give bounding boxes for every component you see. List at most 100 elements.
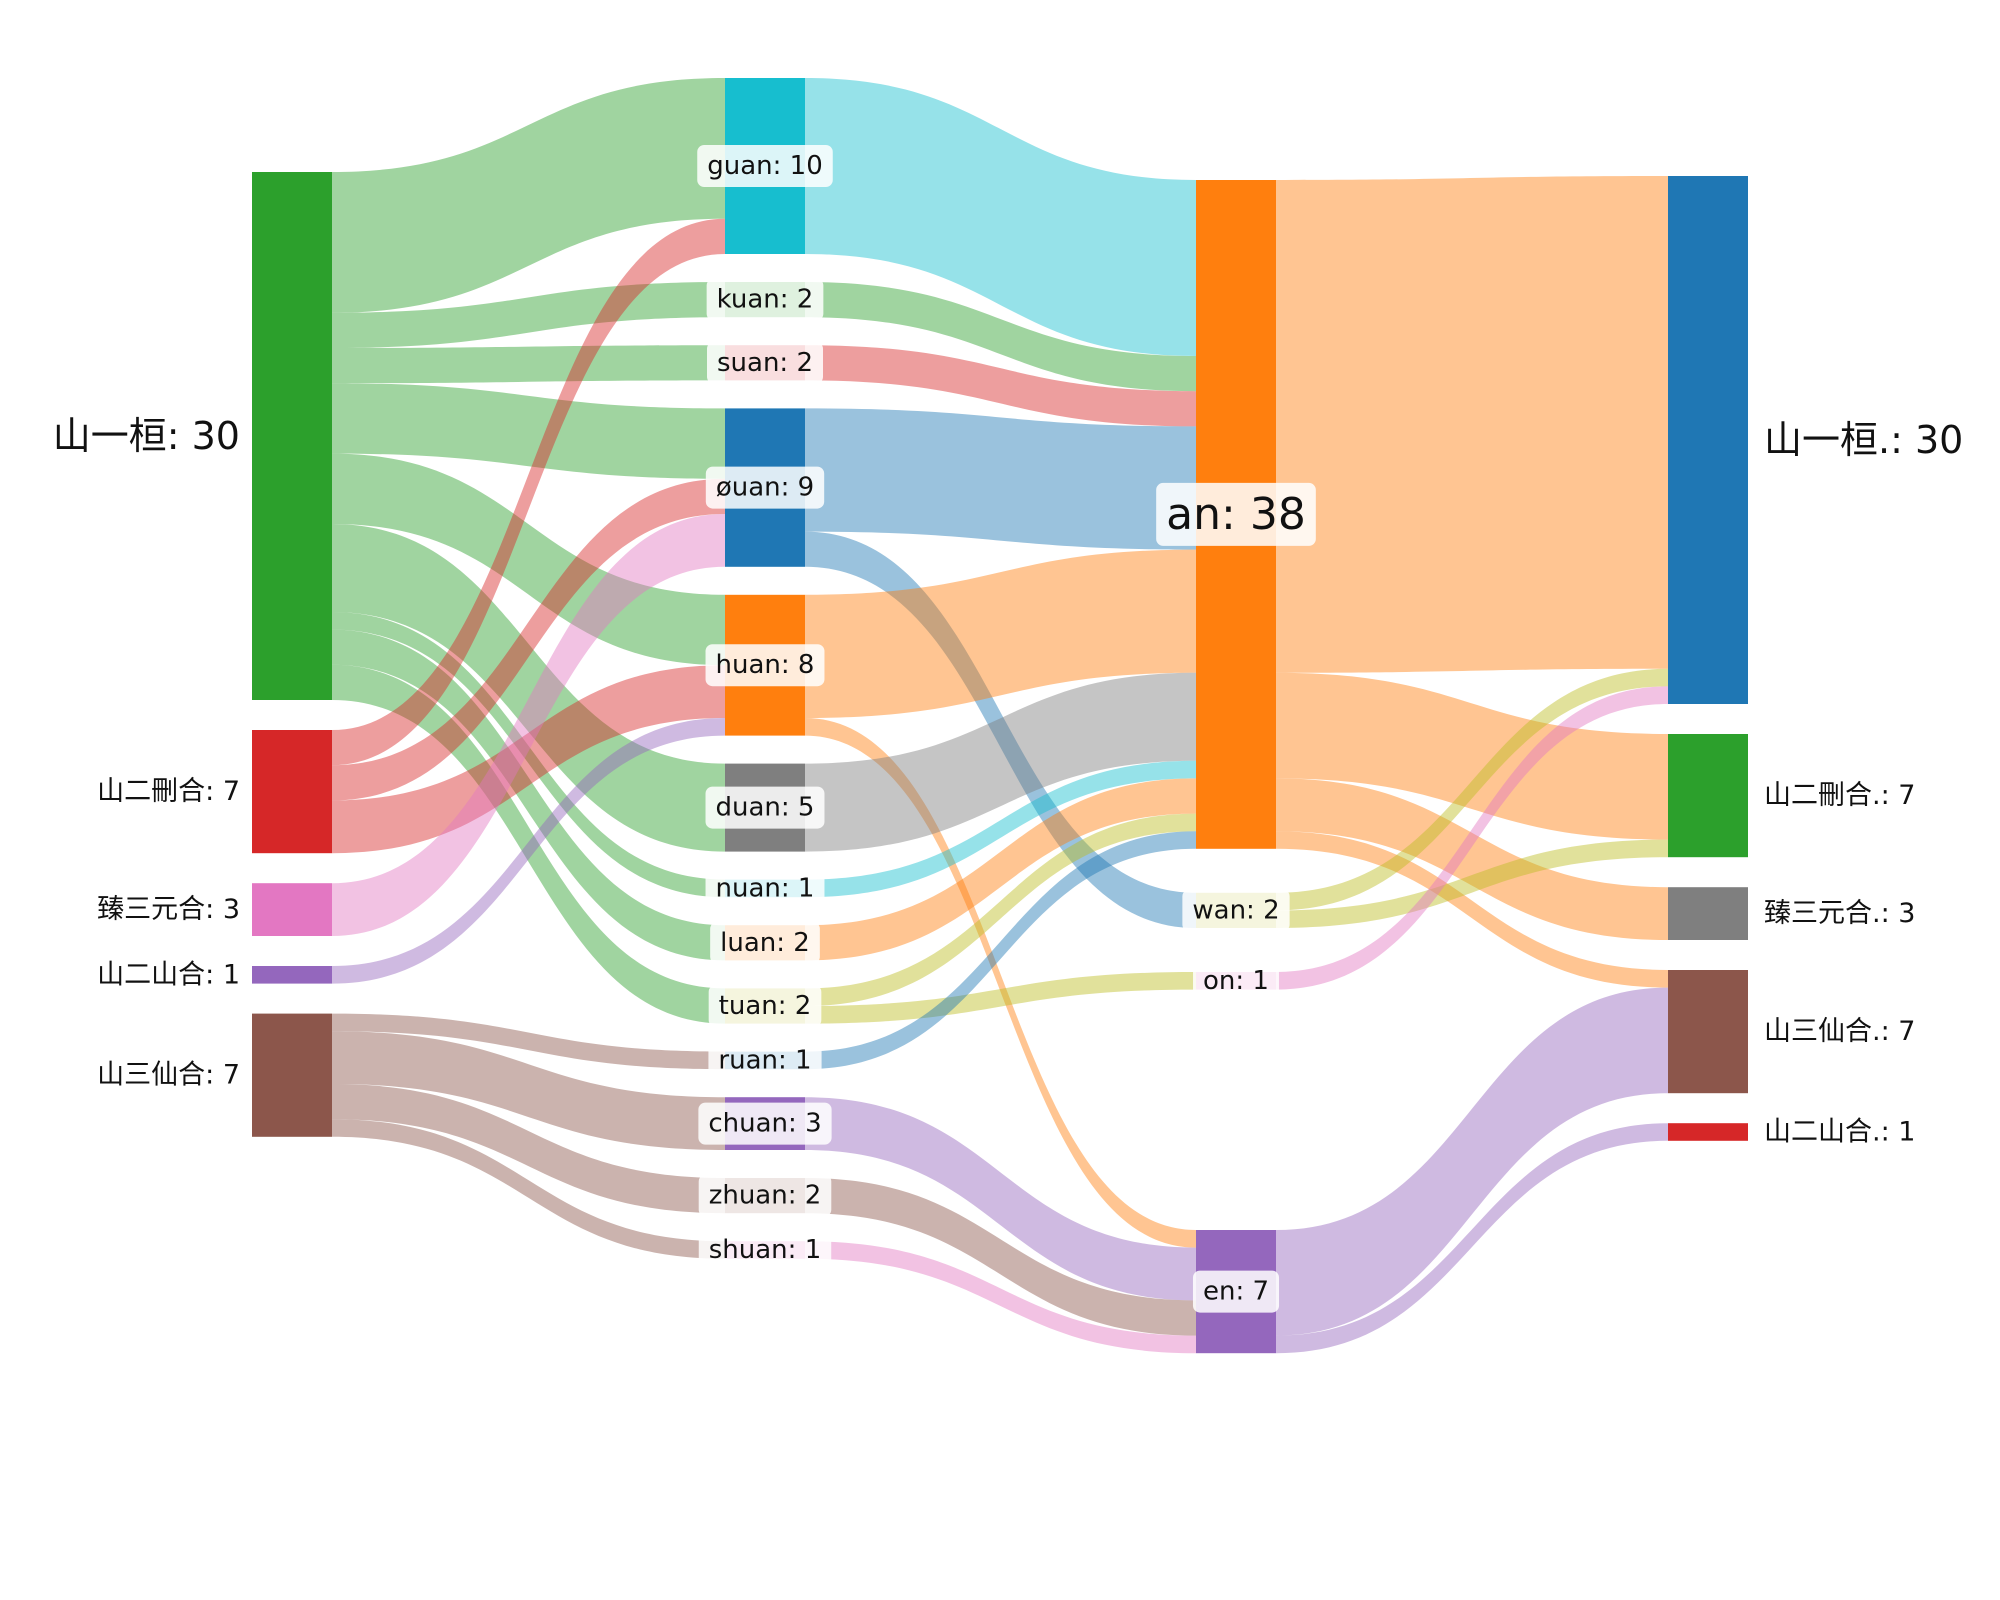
node-label-bg-nuan bbox=[705, 867, 825, 910]
node-label-s1: 山一桓: 30 bbox=[53, 414, 240, 458]
node-label-wan: wan: 2 bbox=[1192, 895, 1279, 925]
node-label-guan: guan: 10 bbox=[707, 151, 823, 181]
node-label-suan: suan: 2 bbox=[717, 348, 813, 378]
link-an-to-t4 bbox=[1276, 831, 1668, 988]
node-label-t1: 山一桓.: 30 bbox=[1764, 418, 1963, 462]
node-label-bg-en bbox=[1192, 1270, 1280, 1313]
node-label-bg-an bbox=[1156, 482, 1316, 546]
link-on-to-t1 bbox=[1276, 686, 1668, 990]
node-label-ouan: øuan: 9 bbox=[716, 473, 814, 503]
link-s3-to-ouan bbox=[332, 514, 725, 936]
node-label-bg-shuan bbox=[698, 1229, 832, 1271]
link-tuan-to-on bbox=[805, 972, 1196, 1024]
link-shuan-to-en bbox=[805, 1241, 1196, 1354]
link-en-to-t5 bbox=[1276, 1123, 1668, 1354]
link-s5-to-zhuan bbox=[332, 1084, 725, 1214]
link-s2-to-ouan bbox=[332, 478, 725, 801]
node-label-s4: 山二山合: 1 bbox=[97, 959, 240, 990]
node-label-t4: 山三仙合.: 7 bbox=[1764, 1016, 1915, 1047]
link-s5-to-ruan bbox=[332, 1013, 725, 1070]
node-label-bg-on bbox=[1193, 959, 1279, 1002]
link-s1-to-nuan bbox=[332, 612, 725, 898]
link-s2-to-huan bbox=[332, 665, 725, 854]
node-label-bg-suan bbox=[706, 341, 824, 384]
node-label-s5: 山三仙合: 7 bbox=[97, 1060, 240, 1091]
node-label-t2: 山二刪合.: 7 bbox=[1764, 780, 1915, 811]
link-an-to-t3 bbox=[1276, 778, 1668, 940]
link-s1-to-guan bbox=[332, 78, 725, 313]
link-s1-to-tuan bbox=[332, 664, 725, 1024]
node-label-bg-huan bbox=[705, 644, 825, 687]
link-en-to-t4 bbox=[1276, 987, 1668, 1336]
link-zhuan-to-en bbox=[805, 1178, 1196, 1336]
node-label-bg-chuan bbox=[698, 1102, 832, 1145]
node-label-duan: duan: 5 bbox=[716, 793, 815, 823]
node-s3 bbox=[252, 883, 332, 936]
node-label-bg-kuan bbox=[706, 278, 824, 321]
node-t4 bbox=[1668, 970, 1748, 1094]
link-s1-to-huan bbox=[332, 453, 725, 666]
link-s1-to-suan bbox=[332, 345, 725, 384]
node-label-bg-zhuan bbox=[698, 1174, 832, 1217]
link-s1-to-duan bbox=[332, 524, 725, 852]
node-label-bg-duan bbox=[705, 786, 825, 829]
link-nuan-to-an bbox=[805, 760, 1196, 898]
link-s1-to-kuan bbox=[332, 282, 725, 348]
link-an-to-t1 bbox=[1276, 176, 1668, 673]
node-label-bg-wan bbox=[1182, 889, 1290, 932]
node-label-luan: luan: 2 bbox=[720, 928, 810, 958]
node-label-t3: 臻三元合.: 3 bbox=[1764, 898, 1915, 929]
link-ouan-to-an bbox=[805, 408, 1196, 550]
node-s1 bbox=[252, 172, 332, 700]
node-s4 bbox=[252, 966, 332, 984]
link-guan-to-an bbox=[805, 78, 1196, 356]
node-s5 bbox=[252, 1013, 332, 1137]
node-label-ruan: ruan: 1 bbox=[718, 1045, 811, 1075]
node-label-kuan: kuan: 2 bbox=[717, 285, 814, 315]
link-suan-to-an bbox=[805, 345, 1196, 427]
node-label-t5: 山二山合.: 1 bbox=[1764, 1117, 1915, 1148]
link-tuan-to-an bbox=[805, 813, 1196, 1006]
link-s5-to-chuan bbox=[332, 1031, 725, 1150]
node-label-huan: huan: 8 bbox=[716, 650, 815, 680]
labels-layer: 山一桓: 30 山二刪合: 7 臻三元合: 3 山二山合: 1 山三仙合: 7 guan:… bbox=[53, 145, 1963, 1313]
node-label-en: en: 7 bbox=[1203, 1277, 1269, 1307]
node-t2 bbox=[1668, 734, 1748, 858]
link-s1-to-luan bbox=[332, 629, 725, 961]
node-label-s3: 臻三元合: 3 bbox=[97, 894, 240, 925]
link-wan-to-t1 bbox=[1276, 668, 1668, 911]
link-luan-to-an bbox=[805, 778, 1196, 961]
node-label-shuan: shuan: 1 bbox=[709, 1235, 821, 1265]
node-label-nuan: nuan: 1 bbox=[716, 873, 815, 903]
link-s1-to-ouan bbox=[332, 383, 725, 479]
link-s5-to-shuan bbox=[332, 1119, 725, 1259]
node-label-on: on: 1 bbox=[1203, 966, 1269, 996]
link-kuan-to-an bbox=[805, 282, 1196, 392]
node-label-bg-ruan bbox=[708, 1039, 822, 1082]
node-t1 bbox=[1668, 176, 1748, 704]
link-ruan-to-an bbox=[805, 831, 1196, 1070]
node-label-zhuan: zhuan: 2 bbox=[709, 1181, 822, 1211]
links-layer bbox=[332, 78, 1668, 1354]
node-label-bg-tuan bbox=[708, 985, 822, 1027]
link-an-to-t2 bbox=[1276, 672, 1668, 840]
node-label-tuan: tuan: 2 bbox=[719, 991, 812, 1021]
link-s4-to-huan bbox=[332, 718, 725, 984]
link-ouan-to-wan bbox=[805, 531, 1196, 928]
link-chuan-to-en bbox=[805, 1097, 1196, 1301]
node-label-an: an: 38 bbox=[1166, 489, 1306, 540]
node-t5 bbox=[1668, 1123, 1748, 1141]
node-label-s2: 山二刪合: 7 bbox=[97, 776, 240, 807]
link-wan-to-t2 bbox=[1276, 839, 1668, 928]
node-s2 bbox=[252, 730, 332, 854]
node-label-bg-luan bbox=[710, 921, 820, 964]
node-label-chuan: chuan: 3 bbox=[708, 1109, 821, 1139]
link-s2-to-guan bbox=[332, 218, 725, 766]
link-huan-to-en bbox=[805, 718, 1196, 1248]
node-label-bg-ouan bbox=[705, 466, 825, 509]
link-huan-to-an bbox=[805, 549, 1196, 718]
node-t3 bbox=[1668, 887, 1748, 940]
link-duan-to-an bbox=[805, 672, 1196, 852]
node-label-bg-guan bbox=[697, 145, 833, 187]
